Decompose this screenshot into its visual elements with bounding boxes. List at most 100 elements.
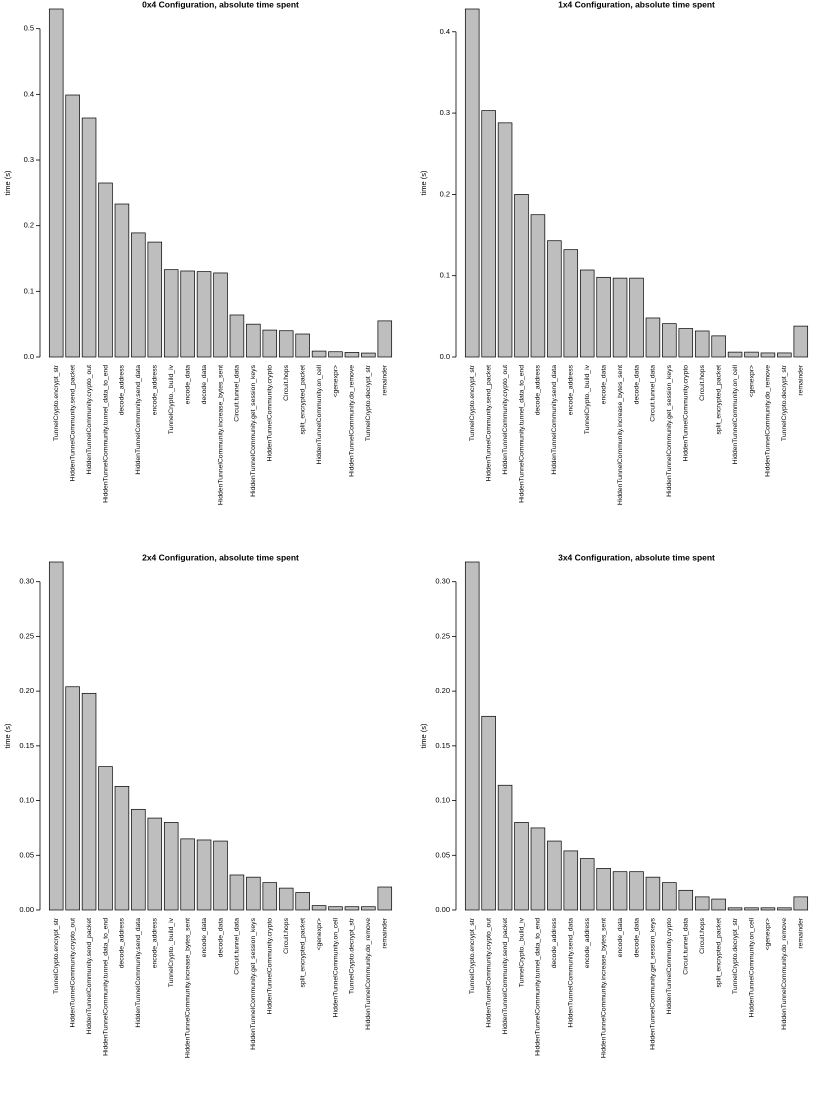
bar xyxy=(596,868,611,911)
bar xyxy=(278,330,294,358)
bar xyxy=(530,214,546,358)
x-tick-label: HiddenTunnelCommunity.send_data xyxy=(568,918,575,1028)
y-tick-label: 0.3 xyxy=(440,108,450,117)
bar xyxy=(629,871,644,911)
x-tick-label: decode_address xyxy=(119,364,126,415)
x-tick-label: <genexpr> xyxy=(316,918,323,951)
chart-title: 0x4 Configuration, absolute time spent xyxy=(142,0,299,9)
x-tick-label: Circuit.hops xyxy=(699,917,706,953)
bar xyxy=(344,352,360,358)
bar xyxy=(344,906,360,911)
bar xyxy=(147,817,163,911)
y-tick-label: 0.1 xyxy=(440,271,450,280)
y-axis-label: time (s) xyxy=(3,170,12,196)
x-tick-label: HiddenTunnelCommunity.on_cell xyxy=(332,918,339,1018)
x-tick-label: split_encrypted_packet xyxy=(299,365,306,435)
y-tick-label: 0.20 xyxy=(19,686,34,695)
y-tick-label: 0.10 xyxy=(19,796,34,805)
bar xyxy=(114,203,130,358)
bar xyxy=(579,858,595,911)
bar xyxy=(180,270,195,358)
x-tick-label: HiddenTunnelCommunity.get_session_keys xyxy=(250,364,257,496)
bar xyxy=(744,907,759,911)
bar xyxy=(213,840,228,911)
bar xyxy=(612,871,628,911)
bar xyxy=(596,276,611,358)
x-tick-label: HiddenTunnelCommunity.do_remove xyxy=(781,918,788,1030)
bar xyxy=(131,232,146,358)
y-tick-label: 0.5 xyxy=(24,24,34,33)
chart-title: 3x4 Configuration, absolute time spent xyxy=(558,552,715,562)
x-tick-label: split_encrypted_packet xyxy=(299,918,306,988)
x-tick-label: HiddenTunnelCommunity.get_session_keys xyxy=(650,917,657,1049)
bar xyxy=(48,8,64,358)
x-tick-label: HiddenTunnelCommunity.increase_bytes_sen… xyxy=(217,365,224,505)
x-tick-label: encode_data xyxy=(617,918,624,958)
bar xyxy=(377,320,393,358)
chart-title: 2x4 Configuration, absolute time spent xyxy=(142,552,299,562)
bar xyxy=(163,269,179,358)
x-tick-label: HiddenTunnelCommunity.send_packet xyxy=(86,918,93,1034)
y-tick-label: 0.0 xyxy=(24,352,34,361)
chart-title: 1x4 Configuration, absolute time spent xyxy=(558,0,715,9)
y-tick-label: 0.4 xyxy=(440,27,450,36)
bar xyxy=(793,896,809,911)
bar xyxy=(579,269,595,358)
x-tick-label: HiddenTunnelCommunity.increase_bytes_sen… xyxy=(617,365,624,505)
x-tick-label: split_encrypted_packet xyxy=(715,918,722,988)
y-tick-label: 0.20 xyxy=(435,686,450,695)
x-tick-label: split_encrypted_packet xyxy=(715,365,722,435)
bar xyxy=(114,785,130,911)
x-tick-label: HiddenTunnelCommunity.send_data xyxy=(135,365,142,475)
x-tick-label: HiddenTunnelCommunity.crypto_out xyxy=(502,365,509,475)
x-tick-label: Circuit.tunnel_data xyxy=(650,365,657,422)
x-tick-label: Circuit.hops xyxy=(699,364,706,400)
bar xyxy=(514,822,529,911)
x-tick-label: encode_address xyxy=(152,917,159,968)
x-tick-label: HiddenTunnelCommunity.tunnel_data_to_end xyxy=(102,918,109,1056)
x-tick-label: <genexpr> xyxy=(765,918,772,951)
x-tick-label: decode_address xyxy=(551,917,558,968)
x-tick-label: TunnelCrypto._build_iv xyxy=(168,917,175,987)
bar xyxy=(295,892,310,911)
bar xyxy=(311,350,327,358)
bar xyxy=(645,876,661,911)
bar xyxy=(131,808,146,911)
x-tick-label: TunnelCrypto.encrypt_str xyxy=(53,917,60,994)
x-tick-label: Circuit.hops xyxy=(283,917,290,953)
bar xyxy=(497,784,513,911)
y-tick-label: 0.2 xyxy=(24,221,34,230)
bar xyxy=(481,110,496,358)
x-tick-label: HiddenTunnelCommunity.on_cell xyxy=(748,918,755,1018)
y-axis-label: time (s) xyxy=(419,723,428,749)
x-tick-label: HiddenTunnelCommunity.crypto_out xyxy=(485,918,492,1028)
x-tick-label: TunnelCrypto.decrypt_str xyxy=(349,917,356,994)
bar xyxy=(65,94,80,358)
bar xyxy=(662,323,677,358)
bar xyxy=(278,887,294,911)
bar xyxy=(727,907,743,911)
bar xyxy=(727,351,743,358)
x-tick-label: Circuit.tunnel_data xyxy=(234,365,241,422)
x-tick-label: TunnelCrypto.encrypt_str xyxy=(469,917,476,994)
x-tick-label: TunnelCrypto.decrypt_str xyxy=(781,364,788,441)
bar xyxy=(98,766,113,911)
x-tick-label: <genexpr> xyxy=(748,365,755,398)
bar xyxy=(464,561,480,911)
x-tick-label: TunnelCrypto.encrypt_str xyxy=(53,364,60,441)
y-tick-label: 0.15 xyxy=(435,741,450,750)
bar xyxy=(180,838,195,911)
y-tick-label: 0.05 xyxy=(435,850,450,859)
x-tick-label: HiddenTunnelCommunity.do_remove xyxy=(365,918,372,1030)
bar xyxy=(295,333,310,358)
bar xyxy=(163,822,179,911)
y-tick-label: 0.10 xyxy=(435,796,450,805)
x-tick-label: HiddenTunnelCommunity.do_remove xyxy=(765,365,772,477)
bar xyxy=(377,886,393,911)
x-tick-label: TunnelCrypto._build_iv xyxy=(518,917,525,987)
bar xyxy=(678,889,694,911)
bar xyxy=(645,317,661,358)
bar xyxy=(262,882,278,911)
x-tick-label: decode_data xyxy=(633,365,640,405)
bar xyxy=(711,898,726,911)
